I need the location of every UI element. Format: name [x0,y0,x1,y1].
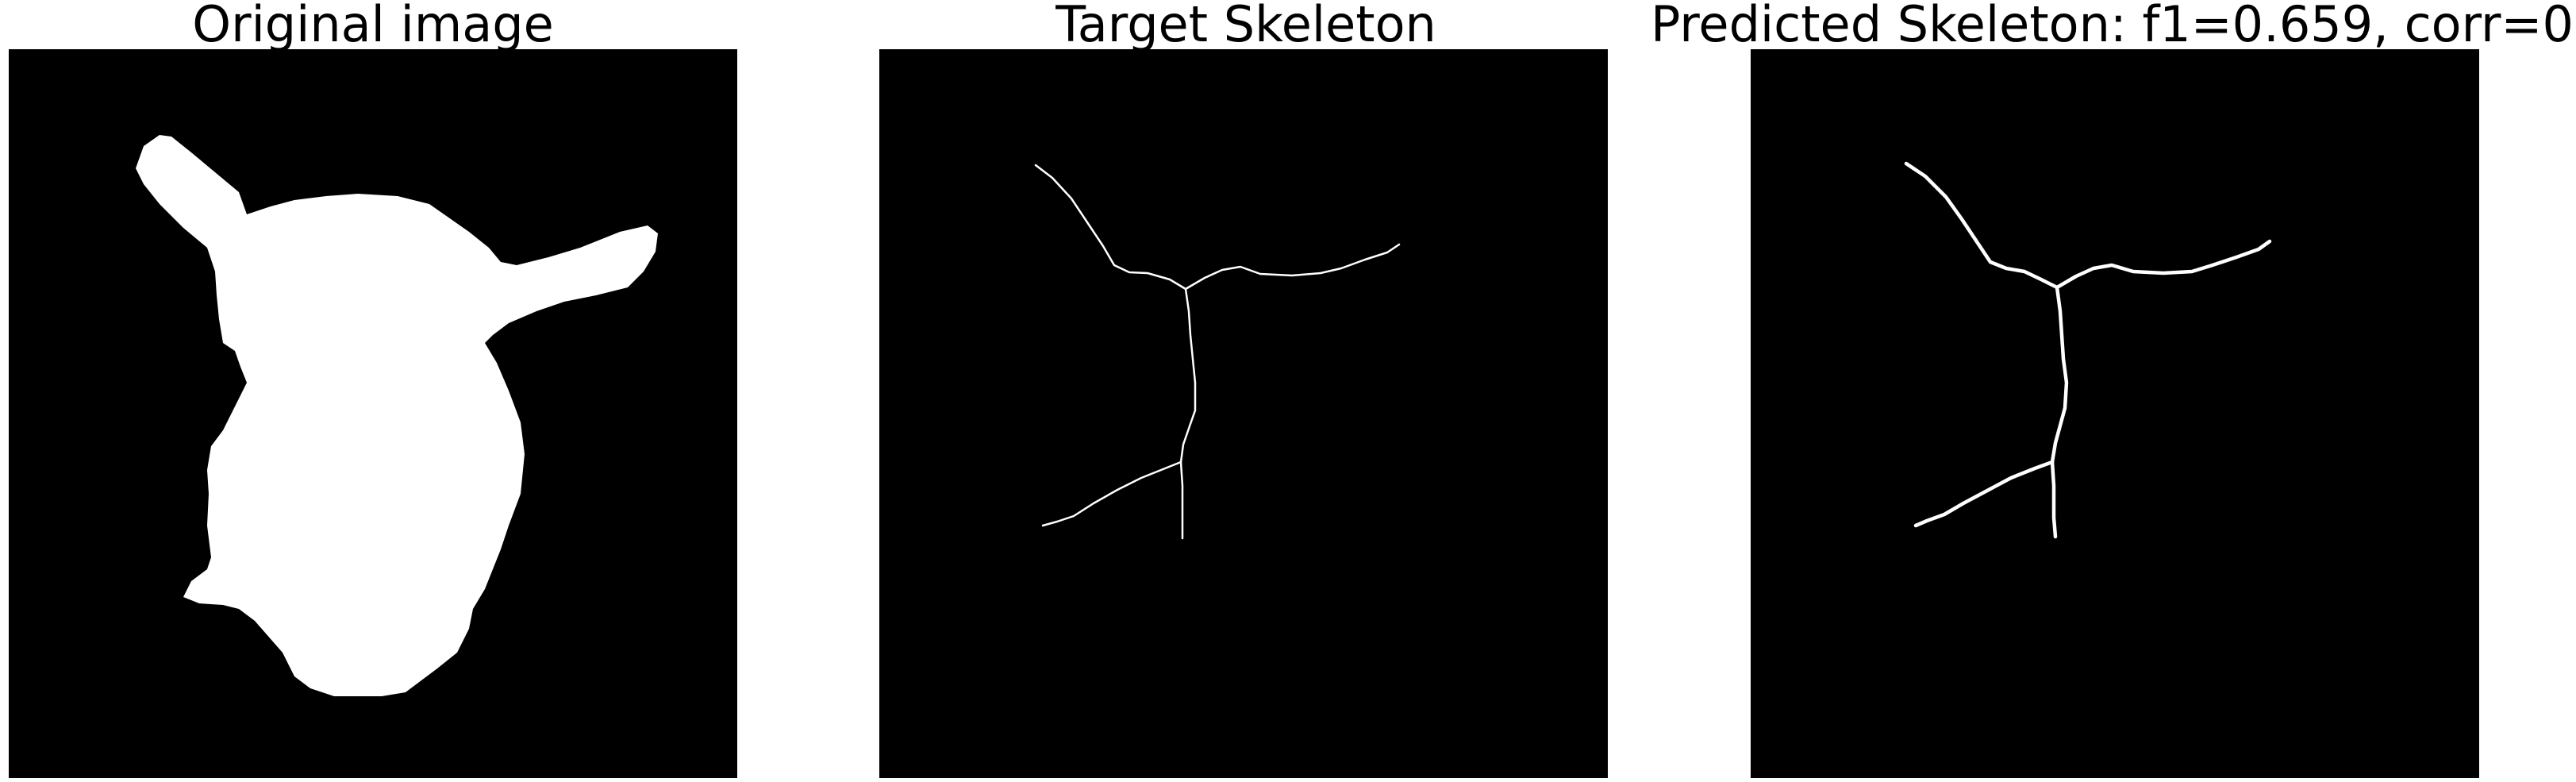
silhouette-shape [136,135,658,696]
target-branch-upper-left [1034,164,1187,291]
predicted-branch-lower-left [1913,460,2055,528]
predicted-branch-trunk [2050,285,2069,464]
target-skeleton-title: Target Skeleton [1055,0,1436,53]
target-branch-lower-left [1041,460,1182,527]
original-silhouette-image [136,135,658,696]
original-image-title: Original image [192,0,554,53]
original-image-panel [9,49,737,778]
target-skeleton-panel [879,49,1608,778]
predicted-skeleton-title: Predicted Skeleton: f1=0.659, corr=0.701 [1651,0,2576,53]
target-branch-upper-right [1184,243,1401,291]
target-branch-trunk [1179,287,1197,464]
predicted-branch-lower-stem [2050,460,2058,539]
predicted-branch-upper-right [2055,239,2272,290]
target-branch-lower-stem [1179,460,1184,540]
target-skeleton-image [1034,164,1401,540]
predicted-skeleton-image [1904,161,2272,539]
predicted-branch-upper-left [1904,161,2059,290]
predicted-skeleton-panel [1751,49,2479,778]
